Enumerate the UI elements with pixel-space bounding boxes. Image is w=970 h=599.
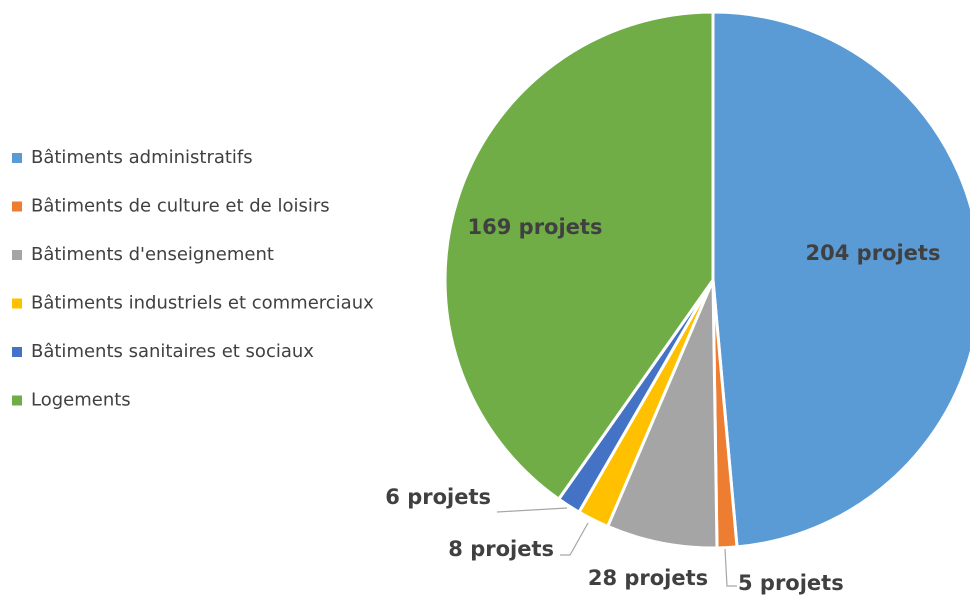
legend-swatch — [12, 347, 22, 357]
leader-line — [724, 548, 737, 587]
data-label: 8 projets — [448, 537, 554, 561]
pie-slice — [605, 279, 719, 550]
legend-label: Bâtiments industriels et commerciaux — [31, 293, 374, 314]
pie — [443, 10, 970, 550]
leader-line — [560, 522, 589, 556]
data-label: 28 projets — [588, 566, 708, 590]
data-label: 204 projets — [806, 241, 941, 265]
data-label: 169 projets — [468, 215, 603, 239]
data-label: 6 projets — [385, 485, 491, 509]
leader-line — [496, 507, 568, 513]
legend-swatch — [12, 298, 22, 309]
data-label: 5 projets — [738, 571, 844, 595]
legend-swatch — [12, 250, 22, 260]
legend-label: Bâtiments d'enseignement — [31, 244, 274, 265]
legend-label: Bâtiments sanitaires et sociaux — [31, 341, 314, 362]
legend-swatch — [12, 153, 22, 163]
pie-slice — [711, 10, 970, 549]
legend-label: Logements — [31, 390, 131, 411]
legend-label: Bâtiments de culture et de loisirs — [31, 196, 330, 217]
legend-swatch — [12, 395, 22, 406]
legend-swatch — [12, 201, 22, 212]
legend-label: Bâtiments administratifs — [31, 147, 253, 168]
pie-slice — [443, 10, 715, 502]
